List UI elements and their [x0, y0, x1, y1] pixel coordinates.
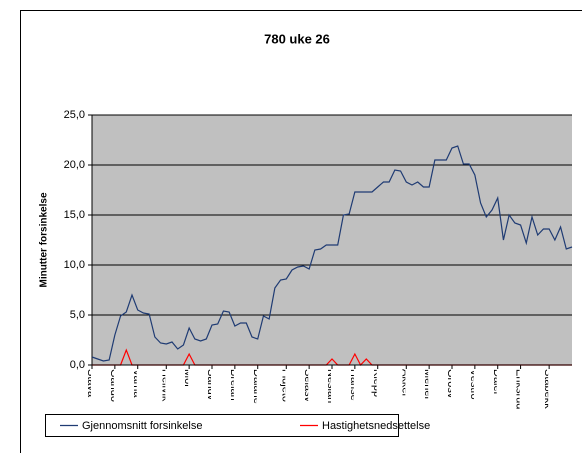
legend-label: Gjennomsnitt forsinkelse	[82, 420, 202, 432]
x-tick-label: Hanse	[348, 369, 360, 401]
legend-box	[45, 414, 399, 437]
x-tick-label: Eriksrud	[514, 369, 526, 409]
x-tick-label: Fidjeto	[279, 369, 291, 402]
plot-area	[92, 115, 572, 365]
x-tick-label: Stabekk	[542, 369, 554, 409]
x-tick-label: Sandv	[205, 369, 217, 401]
x-tick-label: Hellvik	[159, 369, 171, 402]
x-tick-label: Varha	[131, 369, 143, 398]
x-tick-label: Vestfo	[468, 369, 480, 400]
x-tick-label: Mehei	[422, 369, 434, 399]
x-tick-label: Neslan	[325, 369, 337, 403]
x-tick-label: Daler	[491, 369, 503, 396]
y-tick-label: 0,0	[70, 359, 85, 371]
x-tick-label: Klepp	[371, 369, 383, 397]
chart-title: 780 uke 26	[264, 31, 330, 46]
y-tick-label: 20,0	[64, 159, 85, 171]
x-tick-label: Akker	[399, 369, 411, 397]
series-line	[91, 145, 573, 362]
x-tick-label: Selåsv	[302, 369, 314, 403]
y-tick-label: 25,0	[64, 109, 85, 121]
y-tick-label: 15,0	[64, 209, 85, 221]
layer: 0,0 5,0 10,0 15,0 20,0 25,0 Stava Gando Varha Hel…	[45, 109, 573, 437]
y-tick-label: 10,0	[64, 259, 85, 271]
y-axis-label: Minutter forsinkelse	[39, 192, 50, 287]
x-tick-label: Brelan	[228, 369, 240, 401]
y-tick-label: 5,0	[70, 309, 85, 321]
x-tick-label: Dalane	[251, 369, 263, 404]
legend-label: Hastighetsnedsettelse	[322, 420, 430, 432]
x-tick-label: Moi	[182, 369, 194, 387]
x-tick-label: Gando	[108, 369, 120, 402]
x-tick-label: Stava	[85, 369, 97, 398]
x-tick-label: Grosv	[445, 369, 457, 399]
